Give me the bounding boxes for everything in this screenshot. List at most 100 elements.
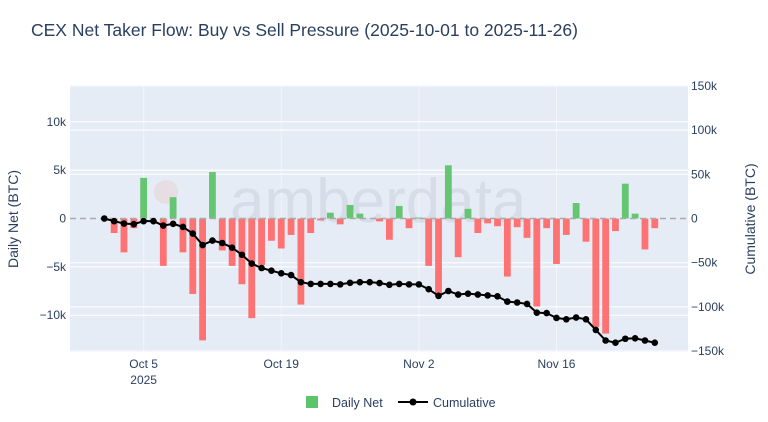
cumulative-point (415, 281, 423, 288)
bar-sell (228, 218, 236, 266)
cumulative-point (523, 300, 531, 308)
cumulative-point (553, 314, 560, 322)
bar-sell (513, 218, 521, 228)
bar-buy (444, 165, 452, 219)
cumulative-point (248, 260, 256, 267)
cumulative-point (336, 281, 344, 288)
bar-sell (543, 218, 551, 229)
cumulative-point (209, 237, 216, 244)
cumulative-point (425, 285, 432, 293)
cumulative-point (110, 217, 118, 225)
cumulative-point (346, 279, 354, 287)
cumulative-point (592, 326, 600, 334)
bar-sell (277, 218, 285, 249)
bar-buy (395, 205, 403, 219)
cumulative-point (405, 281, 413, 288)
cumulative-point (504, 298, 511, 305)
bar-sell (258, 218, 265, 265)
bar-buy (356, 213, 364, 219)
cumulative-point (454, 291, 462, 298)
cumulative-point (327, 280, 334, 288)
y2-tick-label: 0 (691, 212, 698, 226)
bar-buy (169, 197, 177, 219)
bar-sell (218, 218, 226, 251)
bar-sell (474, 218, 482, 234)
cumulative-point (366, 278, 374, 286)
cumulative-point (641, 337, 649, 344)
cumulative-point (533, 309, 541, 316)
bar-sell (651, 218, 659, 229)
legend-label: Cumulative (433, 396, 496, 410)
cumulative-point (258, 264, 265, 272)
bar-sell (612, 218, 619, 232)
cumulative-point (120, 220, 128, 227)
bar-sell (307, 218, 315, 234)
bar-sell (268, 218, 275, 241)
x-tick-label: Nov 2 (403, 357, 435, 371)
legend-item-cumulative[interactable]: Cumulative (398, 396, 496, 410)
bar-sell (287, 218, 295, 235)
bar-buy (572, 203, 580, 219)
bar-buy (621, 183, 629, 219)
y2-tick-label: −150k (691, 344, 725, 358)
cumulative-point (277, 270, 285, 277)
bar-sell (533, 218, 541, 307)
cumulative-point (376, 279, 383, 287)
bar-sell (238, 218, 246, 285)
cumulative-point (179, 223, 187, 231)
cumulative-point (513, 299, 521, 306)
cumulative-point (101, 215, 108, 222)
bar-sell (110, 218, 118, 234)
cumulative-point (218, 239, 226, 247)
cumulative-point (386, 281, 393, 289)
cumulative-point (238, 251, 246, 259)
cumulative-point (140, 217, 147, 225)
legend-swatch-marker (409, 398, 417, 406)
bar-sell (523, 218, 531, 238)
cumulative-point (572, 314, 580, 321)
bar-sell (159, 218, 167, 266)
y-tick-label: 10k (47, 115, 67, 129)
cumulative-point (297, 278, 305, 286)
cumulative-point (602, 337, 609, 344)
cumulative-point (464, 290, 472, 297)
y-tick-label: −10k (40, 308, 67, 322)
bar-buy (140, 177, 148, 219)
legend-item-daily-net[interactable]: Daily Net (306, 396, 383, 410)
bar-sell (189, 218, 197, 294)
cumulative-point (199, 241, 206, 249)
cumulative-point (435, 292, 442, 300)
x-tick-label: Oct 19 (264, 357, 300, 371)
bar-sell (405, 218, 413, 229)
chart-title: CEX Net Taker Flow: Buy vs Sell Pressure… (31, 20, 578, 40)
bar-sell (641, 218, 649, 250)
cumulative-point (494, 293, 501, 300)
bar-sell (454, 218, 462, 258)
bar-sell (376, 218, 383, 222)
legend-label: Daily Net (332, 396, 383, 410)
y2-axis-title: Cumulative (BTC) (742, 163, 758, 274)
cumulative-point (582, 315, 590, 323)
x-tick-label: Nov 16 (537, 357, 575, 371)
bar-sell (120, 218, 128, 253)
bar-buy (464, 208, 472, 219)
cumulative-point (287, 271, 295, 279)
y2-tick-label: 50k (691, 167, 711, 181)
y2-tick-label: 100k (691, 123, 718, 137)
cumulative-point (130, 220, 138, 228)
cumulative-point (651, 339, 659, 347)
bar-sell (494, 218, 501, 227)
y2-tick-label: 150k (691, 79, 718, 93)
line-series (101, 215, 659, 347)
bar-series (110, 165, 659, 341)
bar-sell (562, 218, 570, 235)
bar-buy (346, 204, 354, 219)
bar-buy (631, 213, 639, 219)
cumulative-point (631, 334, 639, 342)
y2-tick-label: −100k (691, 300, 725, 314)
bar-buy (415, 217, 423, 219)
bar-sell (385, 218, 393, 240)
cumulative-point (356, 278, 364, 286)
bar-sell (199, 218, 206, 341)
